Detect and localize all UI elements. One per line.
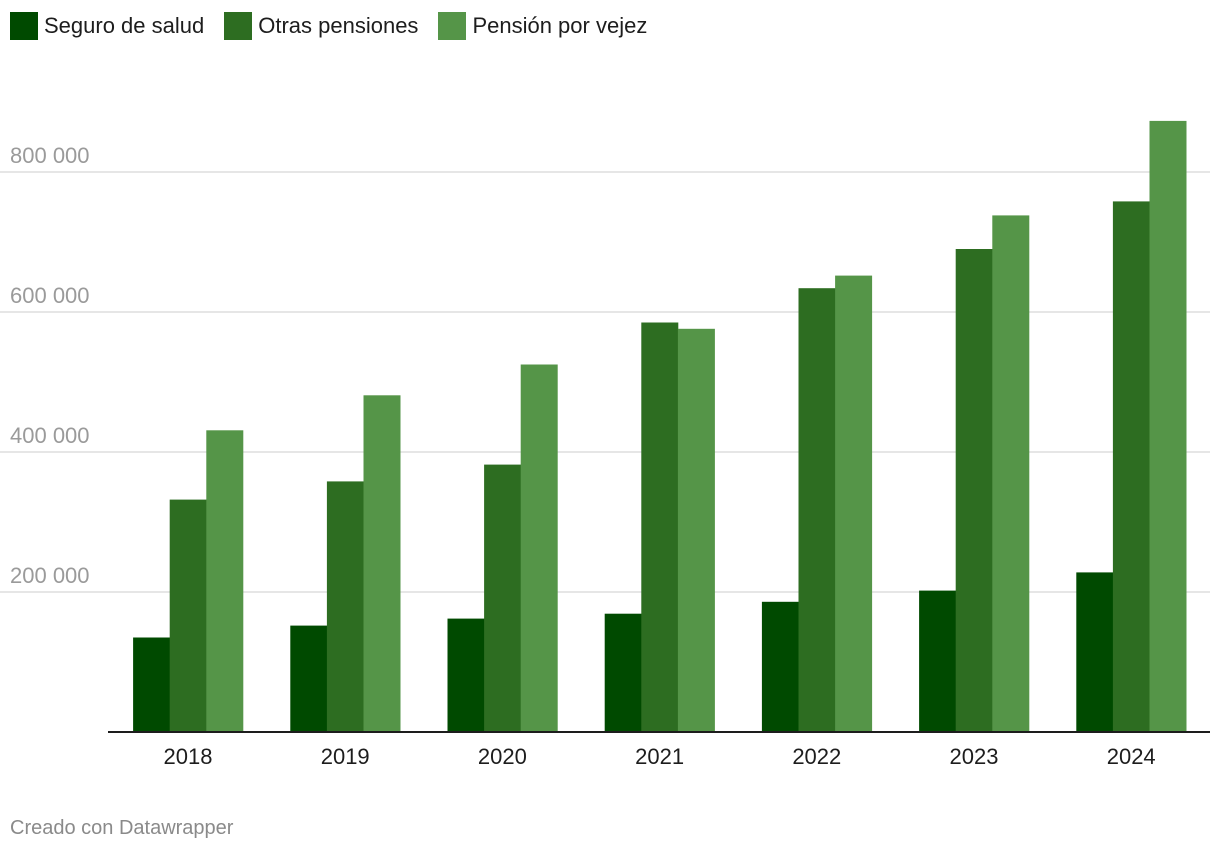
legend-swatch-otras-pensiones [224, 12, 253, 40]
bar [1149, 120, 1187, 732]
bar [290, 625, 328, 732]
y-tick-label: 600 000 [10, 283, 90, 308]
bar [835, 275, 873, 732]
legend: Seguro de salud Otras pensiones Pensión … [10, 12, 647, 40]
bar [798, 288, 836, 732]
x-tick-label: 2021 [635, 744, 684, 769]
bar [484, 464, 522, 732]
bar [1076, 572, 1114, 732]
bar [447, 618, 485, 732]
legend-item-seguro-de-salud: Seguro de salud [10, 12, 204, 40]
x-tick-label: 2020 [478, 744, 527, 769]
bar [133, 637, 171, 732]
legend-label-otras-pensiones: Otras pensiones [258, 13, 419, 38]
bar [520, 364, 558, 732]
y-tick-label: 400 000 [10, 423, 90, 448]
bar [919, 590, 957, 732]
bar [955, 249, 993, 732]
legend-label-seguro-de-salud: Seguro de salud [44, 13, 205, 38]
bar [206, 430, 244, 732]
y-tick-label: 200 000 [10, 563, 90, 588]
legend-label-pension-por-vejez: Pensión por vejez [472, 13, 648, 38]
bar [641, 322, 679, 732]
x-tick-label: 2022 [792, 744, 841, 769]
legend-swatch-pension-por-vejez [438, 12, 467, 40]
y-tick-label: 800 000 [10, 143, 90, 168]
footer-credit: Creado con Datawrapper [10, 817, 234, 839]
legend-swatch-seguro-de-salud [10, 12, 38, 40]
x-tick-label: 2018 [164, 744, 213, 769]
bar [761, 601, 799, 732]
x-tick-label: 2024 [1107, 744, 1156, 769]
bar [992, 215, 1030, 732]
x-tick-label: 2023 [950, 744, 999, 769]
bar [604, 613, 642, 732]
bar [363, 395, 401, 732]
legend-item-pension-por-vejez: Pensión por vejez [438, 12, 647, 40]
bar [326, 481, 364, 732]
legend-item-otras-pensiones: Otras pensiones [224, 12, 418, 40]
bar [169, 499, 207, 732]
bar [677, 328, 715, 732]
x-tick-label: 2019 [321, 744, 370, 769]
bar [1112, 201, 1150, 732]
